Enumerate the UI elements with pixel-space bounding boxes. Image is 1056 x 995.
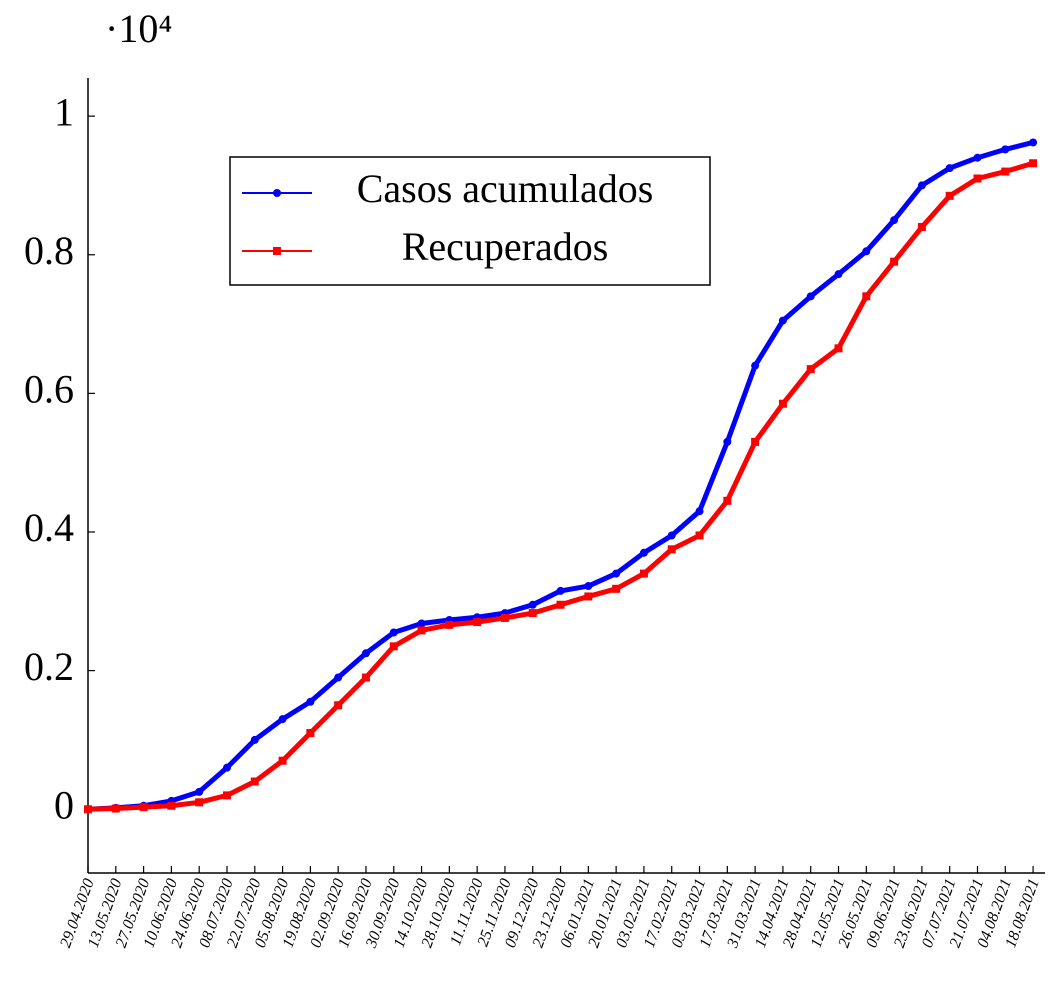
series-marker [222,791,231,800]
y-tick-label: 0.4 [24,505,74,550]
series-marker [84,805,92,814]
series-marker [222,763,231,772]
legend-label: Casos acumulados [357,166,654,211]
series-marker [417,619,426,628]
series-marker [917,181,926,190]
series-marker [445,620,454,629]
series-marker [973,174,982,183]
series-marker [612,584,621,593]
series-marker [195,787,204,796]
y-tick-label: 0 [54,782,74,827]
series-marker [1029,159,1038,168]
series-marker [334,673,343,682]
series-marker [723,496,732,505]
series-marker [195,798,204,807]
series-marker [945,164,954,173]
series-marker [528,609,537,618]
series-marker [723,437,732,446]
series-marker [361,673,370,682]
series-marker [1001,145,1010,154]
y-scale-label: ·10⁴ [105,6,172,51]
series-marker [1001,167,1010,176]
legend-label: Recuperados [402,224,609,269]
series-marker [612,569,621,578]
series-marker [1029,138,1038,147]
series-marker [862,292,871,301]
series-marker [361,649,370,658]
legend-marker [273,247,281,255]
series-marker [806,365,815,374]
series-marker [667,545,676,554]
series-marker [417,626,426,635]
series-marker [250,735,259,744]
series-marker [862,247,871,256]
series-marker [639,569,648,578]
series-marker [667,531,676,540]
series-marker [778,316,787,325]
y-tick-label: 1 [54,89,74,134]
series-marker [556,600,565,609]
series-marker [973,153,982,162]
legend-marker [273,189,281,197]
series-marker [500,613,509,622]
series-marker [278,756,287,765]
series-marker [834,344,843,353]
series-marker [834,270,843,279]
series-marker [751,361,760,370]
series-marker [528,600,537,609]
series-marker [306,697,315,706]
series-marker [111,804,120,813]
series-marker [389,642,398,651]
y-tick-label: 0.8 [24,228,74,273]
series-marker [751,437,760,446]
series-marker [890,216,899,225]
series-marker [584,592,593,601]
series-marker [945,191,954,200]
legend-box [229,156,711,286]
y-tick-label: 0.6 [24,367,74,412]
series-marker [695,507,704,516]
series-marker [890,257,899,266]
series-marker [139,803,148,812]
series-marker [806,292,815,301]
series-marker [556,586,565,595]
series-marker [584,582,593,591]
series-marker [334,701,343,710]
series-marker [917,223,926,232]
series-marker [278,715,287,724]
series-marker [778,399,787,408]
series-marker [473,618,482,627]
series-marker [306,728,315,737]
y-tick-label: 0.2 [24,644,74,689]
series-marker [250,777,259,786]
series-marker [695,531,704,540]
series-marker [167,801,176,810]
series-marker [389,628,398,637]
series-marker [639,548,648,557]
